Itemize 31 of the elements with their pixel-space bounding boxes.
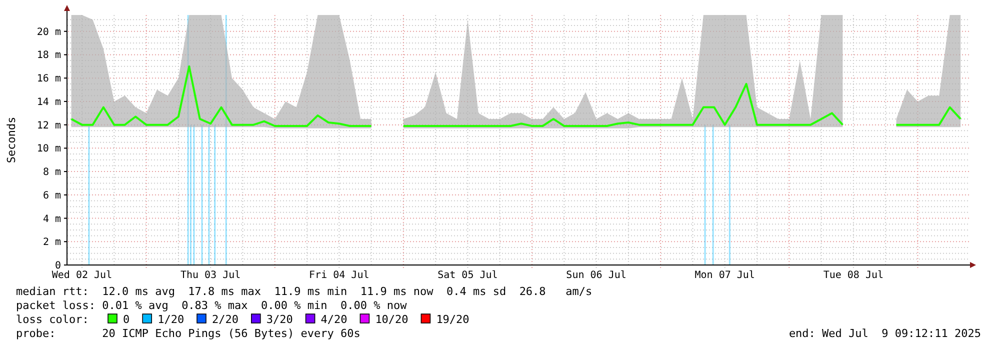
text: probe: 20 ICMP Echo Pings (56 Bytes) every 60s xyxy=(16,327,360,340)
y-tick-label: 14 m xyxy=(36,96,61,108)
y-tick-label: 4 m xyxy=(42,214,61,225)
y-tick-label: 2 m xyxy=(42,237,61,248)
legend-label: 19/20 xyxy=(436,313,470,326)
y-tick-label: 8 m xyxy=(42,167,61,178)
y-tick-label: 10 m xyxy=(36,144,61,155)
y-tick-label: 6 m xyxy=(42,190,61,202)
y-axis-title: Seconds xyxy=(5,116,18,164)
legend-label: 2/20 xyxy=(212,313,238,326)
legend-title: loss color: xyxy=(16,313,89,326)
y-tick-label: 20 m xyxy=(36,26,61,38)
legend-label: 4/20 xyxy=(320,313,348,326)
x-tick-label: Fri 04 Jul xyxy=(309,270,370,281)
legend-label: 3/20 xyxy=(266,313,293,326)
legend-label: 1/20 xyxy=(158,313,184,326)
y-tick-label: 18 m xyxy=(36,50,61,62)
legend-label: 10/20 xyxy=(375,313,408,326)
x-tick-label: Mon 07 Jul xyxy=(694,270,755,281)
x-tick-label: Thu 03 Jul xyxy=(180,270,241,281)
legend-label: 0 xyxy=(123,313,130,326)
x-tick-label: Wed 02 Jul xyxy=(52,270,112,281)
y-tick-label: 12 m xyxy=(36,120,61,132)
x-tick-label: Sun 06 Jul xyxy=(566,270,626,281)
text: end: Wed Jul 9 09:12:11 2025 xyxy=(788,327,981,340)
y-tick-label: 0 xyxy=(54,260,61,272)
x-tick-label: Sat 05 Jul xyxy=(438,270,498,281)
text: packet loss: 0.01 % avg 0.83 % max 0.00 % min 0.00 % now xyxy=(16,299,408,312)
x-tick-label: Tue 08 Jul xyxy=(823,270,884,281)
y-tick-label: 16 m xyxy=(36,74,61,85)
text: median rtt: 12.0 ms avg 17.8 ms max 11.9 ms min 11.9 ms now 0.4 ms sd 26.8 am/s xyxy=(16,285,592,298)
